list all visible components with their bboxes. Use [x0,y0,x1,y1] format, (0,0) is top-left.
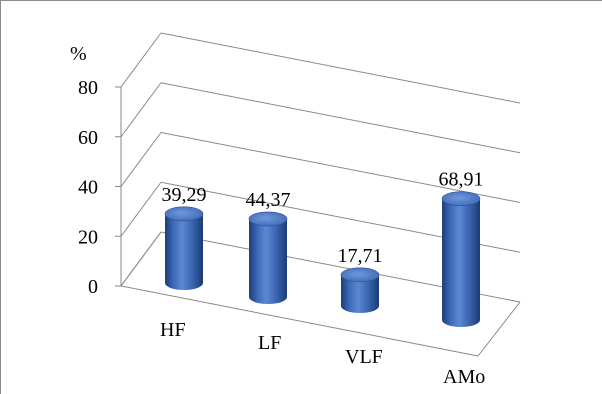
x-tick-label: HF [160,319,186,341]
x-tick-labels: HF LF VLF AMo [160,319,485,388]
value-label: 68,91 [439,169,484,191]
y-axis-unit-label: % [70,43,87,65]
bars [164,191,481,327]
grid-line-back [160,32,521,104]
axis-frame [120,87,521,357]
grid-line-back [160,132,521,203]
y-tick-label: 80 [78,77,98,99]
bar-top [164,206,204,222]
value-labels: 39,29 44,37 17,71 68,91 [162,169,484,267]
bar-body [341,274,379,313]
bar-body [249,218,287,304]
x-axis-left-line [120,231,162,287]
grid-line-left [120,132,162,187]
bar-hf [164,206,204,290]
bar-body [442,198,480,327]
bar-top [441,191,481,207]
grid-line-left [120,32,162,88]
x-tick-label: AMo [443,366,485,388]
x-axis-front-line [120,285,479,357]
y-tick-label: 20 [78,226,98,248]
x-axis-right-line [477,301,521,357]
value-label: 39,29 [162,184,207,206]
bar-top [248,211,288,227]
value-label: 44,37 [246,189,291,211]
value-label: 17,71 [338,245,383,267]
bar-lf [248,211,288,304]
bar-top [340,267,380,283]
bar-body [165,213,203,290]
grid-line-left [120,181,162,237]
y-tick-label: 60 [78,127,98,149]
grid-line-left [120,82,162,138]
bar-amo [441,191,481,327]
x-tick-label: VLF [345,346,383,368]
y-tick-label: 40 [78,177,98,199]
y-tick-label: 0 [88,276,98,298]
y-tick-labels: 0 20 40 60 80 [78,77,98,298]
x-tick-label: LF [258,332,281,354]
grid-line-back [160,82,521,154]
bar-vlf [340,267,380,313]
